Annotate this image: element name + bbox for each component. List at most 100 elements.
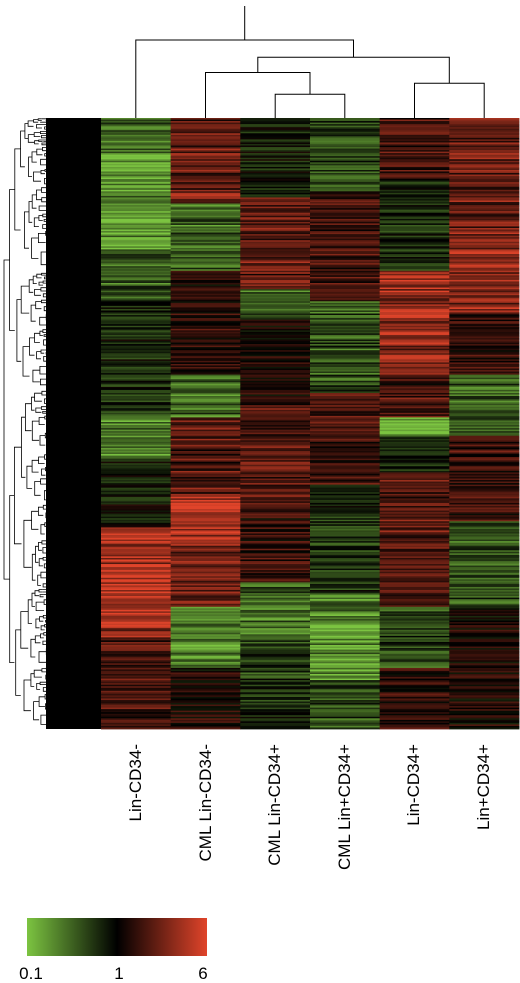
heatmap-cell: [170, 307, 241, 310]
heatmap-cell: [101, 315, 172, 317]
heatmap-cell: [170, 208, 241, 211]
heatmap-cell: [379, 533, 450, 536]
heatmap-cell: [240, 435, 311, 438]
heatmap-cell: [379, 238, 450, 241]
heatmap-cell: [379, 276, 450, 279]
heatmap-cell: [170, 298, 241, 301]
heatmap-cell: [101, 576, 172, 579]
heatmap-cell: [449, 686, 520, 689]
heatmap-cell: [170, 142, 241, 145]
heatmap-cell: [170, 619, 241, 621]
heatmap-cell: [310, 605, 381, 608]
heatmap-cell: [449, 437, 520, 440]
heatmap-cell: [170, 713, 241, 716]
heatmap-cell: [310, 441, 381, 444]
heatmap-cell: [170, 615, 241, 618]
heatmap-cell: [170, 504, 241, 507]
heatmap-cell: [379, 577, 450, 580]
heatmap-cell: [101, 205, 172, 207]
heatmap-cell: [101, 608, 172, 611]
heatmap-cell: [449, 658, 520, 661]
heatmap-cell: [379, 341, 450, 343]
heatmap-cell: [170, 408, 241, 411]
heatmap-cell: [240, 286, 311, 288]
row-dendrogram-branch: [27, 134, 35, 143]
heatmap-cell: [101, 560, 172, 563]
heatmap-cell: [240, 252, 311, 255]
heatmap-cell: [240, 159, 311, 162]
heatmap-cell: [310, 600, 381, 603]
heatmap-cell: [101, 154, 172, 157]
heatmap-cell: [310, 402, 381, 405]
heatmap-cell: [310, 417, 381, 420]
heatmap-cell: [240, 333, 311, 336]
heatmap-cell: [379, 664, 450, 667]
heatmap-cell: [170, 683, 241, 686]
heatmap-cell: [310, 608, 381, 611]
heatmap-cell: [240, 669, 311, 672]
heatmap-cell: [449, 321, 520, 324]
heatmap-cell: [170, 253, 241, 256]
heatmap-cell: [449, 531, 520, 534]
heatmap-cell: [449, 684, 520, 687]
heatmap-cell: [240, 596, 311, 599]
heatmap-cell: [170, 276, 241, 279]
heatmap-cell: [310, 339, 381, 342]
heatmap-cell: [101, 211, 172, 214]
heatmap-cell: [310, 698, 381, 701]
heatmap-cell: [170, 571, 241, 574]
heatmap-cell: [170, 712, 241, 715]
heatmap-cell: [310, 232, 381, 235]
heatmap-cell: [449, 525, 520, 528]
heatmap-cell: [101, 272, 172, 275]
heatmap-cell: [379, 292, 450, 295]
heatmap-cell: [170, 212, 241, 215]
heatmap-cell: [449, 716, 520, 719]
heatmap-cell: [101, 365, 172, 368]
heatmap-cell: [310, 206, 381, 209]
heatmap-cell: [240, 655, 311, 658]
heatmap-cell: [170, 267, 241, 270]
heatmap-cell: [310, 619, 381, 621]
heatmap-cell: [170, 160, 241, 163]
heatmap-cell: [449, 431, 520, 434]
heatmap-cell: [101, 360, 172, 363]
heatmap-cell: [240, 684, 311, 687]
heatmap-cell: [310, 519, 381, 522]
row-dendrogram-branch: [9, 189, 15, 331]
heatmap-cell: [170, 476, 241, 479]
heatmap-cell: [170, 473, 241, 476]
heatmap-cell: [101, 391, 172, 394]
heatmap-cell: [379, 560, 450, 563]
colorbar-tick-mid: 1: [114, 964, 123, 983]
heatmap-cell: [379, 234, 450, 237]
heatmap-cell: [449, 461, 520, 464]
heatmap-cell: [240, 289, 311, 292]
heatmap-cell: [101, 282, 172, 285]
heatmap-cell: [310, 301, 381, 304]
heatmap-cell: [449, 606, 520, 609]
heatmap-cell: [310, 215, 381, 218]
heatmap-cell: [101, 429, 172, 432]
heatmap-cell: [101, 641, 172, 644]
heatmap-cell: [379, 385, 450, 388]
heatmap-cell: [101, 368, 172, 371]
heatmap-cell: [379, 420, 450, 423]
heatmap-cell: [240, 454, 311, 456]
heatmap-cell: [310, 269, 381, 272]
heatmap-cell: [101, 544, 172, 547]
heatmap-cell: [379, 458, 450, 461]
row-dendrogram-branch: [37, 574, 41, 586]
heatmap-cell: [240, 168, 311, 171]
heatmap-cell: [240, 227, 311, 230]
heatmap-cell: [101, 437, 172, 440]
row-dendrogram-branch: [32, 275, 37, 284]
heatmap-cell: [379, 516, 450, 519]
heatmap-cell: [240, 308, 311, 311]
heatmap-cell: [379, 127, 450, 130]
heatmap-cell: [240, 551, 311, 554]
heatmap-cell: [101, 128, 172, 131]
heatmap-cell: [101, 195, 172, 198]
heatmap-cell: [449, 576, 520, 579]
heatmap-cell: [240, 518, 311, 521]
